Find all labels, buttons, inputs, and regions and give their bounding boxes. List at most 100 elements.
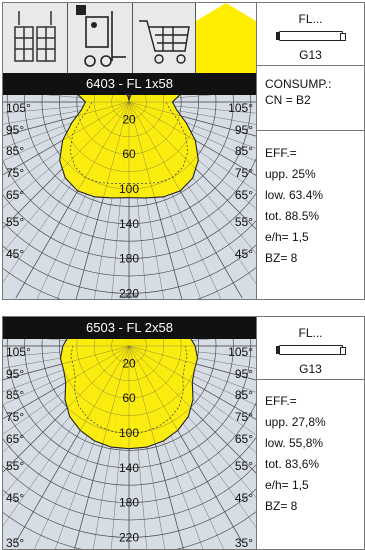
efficiency-line: EFF.= bbox=[265, 146, 297, 160]
angle-tick-label: 65° bbox=[235, 432, 253, 446]
grid-spoke-overlay bbox=[3, 101, 130, 175]
grid-spoke-overlay bbox=[15, 345, 130, 542]
angle-tick-label: 105° bbox=[6, 345, 31, 359]
grid-spoke-overlay bbox=[128, 101, 256, 230]
lamp-type: FL... bbox=[298, 12, 323, 26]
luminaire-title: 6403 - FL 1x58 bbox=[3, 73, 256, 95]
lamp-type: FL... bbox=[298, 326, 323, 340]
consumption-value: CN = B2 bbox=[265, 93, 311, 107]
efficiency-line: upp. 25% bbox=[265, 167, 316, 181]
info-panel-1: FL... G13 CONSUMP.: CN = B2 EFF.= upp. 2… bbox=[256, 2, 365, 300]
fluorescent-tube-icon bbox=[276, 345, 346, 355]
angle-tick-label: 45° bbox=[6, 491, 24, 505]
yellow-triangle-icon bbox=[196, 3, 256, 73]
grid-spoke-overlay bbox=[128, 345, 184, 549]
angle-tick-label: 85° bbox=[235, 388, 253, 402]
grid-spoke-overlay bbox=[3, 345, 130, 473]
lamp-socket: G13 bbox=[299, 362, 322, 376]
efficiency-list-1: EFF.= upp. 25% low. 63.4% tot. 88.5% e/h… bbox=[265, 143, 323, 269]
radial-tick-label: 220 bbox=[119, 286, 139, 299]
grid-spoke-overlay bbox=[3, 101, 130, 136]
efficiency-line: EFF.= bbox=[265, 394, 297, 408]
radial-tick-label: 180 bbox=[119, 252, 139, 266]
forklift-icon bbox=[68, 3, 133, 73]
grid-spoke-overlay bbox=[15, 101, 130, 298]
lamp-cell-2: FL... G13 bbox=[257, 317, 364, 380]
radial-tick-label: 20 bbox=[122, 112, 136, 126]
efficiency-list-2: EFF.= upp. 27,8% low. 55,8% tot. 83,6% e… bbox=[265, 391, 326, 517]
efficiency-line: tot. 88.5% bbox=[265, 209, 320, 223]
radial-tick-label: 220 bbox=[119, 530, 139, 544]
efficiency-line: BZ= 8 bbox=[265, 499, 298, 513]
grid-spoke-overlay bbox=[76, 101, 130, 299]
grid-spoke-overlay bbox=[128, 345, 256, 420]
luminaire-sheet-1: 6403 - FL 1x58 20 60 100 140 180 220 105° 105° 9… bbox=[2, 2, 257, 300]
angle-tick-label: 75° bbox=[6, 410, 24, 424]
radial-tick-label: 140 bbox=[119, 461, 139, 475]
lamp-cell-1: FL... G13 bbox=[257, 3, 364, 66]
consumption-cell: CONSUMP.: CN = B2 bbox=[257, 66, 364, 131]
transverse-curve bbox=[128, 345, 188, 434]
transverse-curve bbox=[128, 101, 189, 184]
grid-spoke-overlay bbox=[128, 101, 256, 137]
grid-spoke-overlay bbox=[128, 345, 243, 542]
efficiency-line: e/h= 1,5 bbox=[265, 230, 309, 244]
angle-tick-label: 55° bbox=[235, 459, 253, 473]
radial-tick-label: 60 bbox=[122, 147, 136, 161]
angle-tick-label: 95° bbox=[235, 123, 253, 137]
shelving-icon bbox=[3, 3, 68, 73]
angle-tick-label: 85° bbox=[235, 144, 253, 158]
efficiency-line: low. 63.4% bbox=[265, 188, 324, 202]
polar-diagram-2: 20 60 100 140 180 220 105° 105° 95° 95° 85° 85° 75° 7… bbox=[3, 339, 256, 549]
radial-tick-label: 100 bbox=[119, 426, 139, 440]
grid-spoke-overlay bbox=[128, 101, 182, 299]
fluorescent-tube-icon bbox=[276, 31, 346, 41]
lamp-socket: G13 bbox=[299, 48, 322, 62]
application-icons bbox=[3, 3, 256, 73]
angle-tick-label: 105° bbox=[228, 345, 253, 359]
shopping-cart-icon bbox=[133, 3, 196, 73]
angle-tick-label: 65° bbox=[6, 188, 24, 202]
angle-tick-label: 75° bbox=[235, 410, 253, 424]
angle-tick-label: 105° bbox=[228, 101, 253, 115]
grid-spoke-overlay bbox=[128, 345, 256, 381]
angle-tick-label: 85° bbox=[6, 388, 24, 402]
radial-tick-label: 180 bbox=[119, 496, 139, 510]
unit-label: cd/klm bbox=[120, 294, 137, 299]
angle-tick-label: 105° bbox=[6, 101, 31, 115]
efficiency-line: BZ= 8 bbox=[265, 251, 298, 265]
grid-spoke-overlay bbox=[3, 101, 130, 229]
radial-tick-label: 60 bbox=[122, 391, 136, 405]
transverse-curve bbox=[69, 101, 130, 184]
luminaire-sheet-2: 6503 - FL 2x58 20 60 100 140 180 220 105° 105° 9… bbox=[2, 316, 257, 550]
efficiency-line: e/h= 1,5 bbox=[265, 478, 309, 492]
angle-tick-label: 75° bbox=[6, 166, 24, 180]
angle-tick-label: 85° bbox=[6, 144, 24, 158]
angle-tick-label: 55° bbox=[6, 459, 24, 473]
radial-tick-label: 20 bbox=[122, 356, 136, 370]
angle-tick-label: 45° bbox=[235, 247, 253, 261]
polar-diagram-1: 20 60 100 140 180 220 105° 105° 95° 95° 85° 85° 75° 7… bbox=[3, 95, 256, 299]
consumption-label: CONSUMP.: bbox=[265, 77, 332, 91]
efficiency-line: low. 55,8% bbox=[265, 436, 324, 450]
angle-tick-label: 55° bbox=[6, 215, 24, 229]
grid-spoke-overlay bbox=[74, 345, 130, 549]
grid-spoke-overlay bbox=[128, 101, 256, 176]
radial-tick-label: 100 bbox=[119, 182, 139, 196]
angle-tick-label: 75° bbox=[235, 166, 253, 180]
angle-tick-label: 35° bbox=[235, 536, 253, 549]
angle-tick-label: 55° bbox=[235, 215, 253, 229]
luminaire-title: 6503 - FL 2x58 bbox=[3, 317, 256, 339]
angle-tick-label: 95° bbox=[6, 123, 24, 137]
angle-tick-label: 35° bbox=[6, 536, 24, 549]
radial-tick-label: 140 bbox=[119, 217, 139, 231]
info-panel-2: FL... G13 EFF.= upp. 27,8% low. 55,8% to… bbox=[256, 316, 365, 550]
efficiency-line: tot. 83,6% bbox=[265, 457, 320, 471]
angle-tick-label: 95° bbox=[6, 367, 24, 381]
grid-spoke-overlay bbox=[128, 101, 243, 298]
angle-tick-label: 65° bbox=[6, 432, 24, 446]
grid-spoke-overlay bbox=[3, 345, 130, 419]
efficiency-line: upp. 27,8% bbox=[265, 415, 326, 429]
transverse-curve bbox=[70, 345, 130, 434]
angle-tick-label: 65° bbox=[235, 188, 253, 202]
